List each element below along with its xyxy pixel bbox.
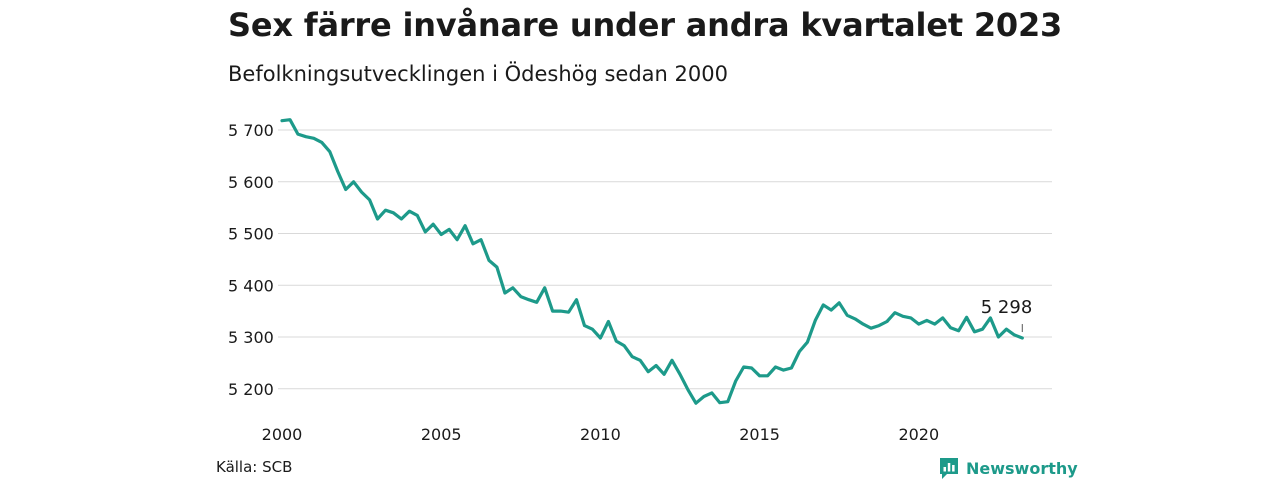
y-axis-ticks: 5 200 5 300 5 400 5 500 5 600 5 700 [228, 121, 274, 399]
x-tick-label: 2000 [262, 425, 303, 444]
x-tick-label: 2010 [580, 425, 621, 444]
y-tick-label: 5 300 [228, 328, 274, 347]
x-axis-ticks: 2000 2005 2010 2015 2020 [262, 425, 940, 444]
end-label-layer: 5 298 [981, 297, 1033, 333]
x-tick-label: 2005 [421, 425, 462, 444]
y-tick-label: 5 400 [228, 276, 274, 295]
y-tick-label: 5 200 [228, 380, 274, 399]
brand-name: Newsworthy [966, 458, 1078, 478]
source-note: Källa: SCB [216, 458, 293, 476]
y-tick-label: 5 700 [228, 121, 274, 140]
chart-subtitle: Befolkningsutvecklingen i Ödeshög sedan … [228, 62, 728, 86]
end-value-label: 5 298 [981, 297, 1033, 318]
series-layer [280, 118, 1024, 405]
brand-logo: Newsworthy [938, 456, 1078, 480]
bar-chart-icon [940, 458, 958, 479]
x-tick-label: 2020 [898, 425, 939, 444]
y-tick-label: 5 500 [228, 225, 274, 244]
population-line [280, 118, 1024, 405]
chart-title: Sex färre invånare under andra kvartalet… [228, 6, 1063, 44]
x-tick-label: 2015 [739, 425, 780, 444]
y-tick-label: 5 600 [228, 173, 274, 192]
gridlines [278, 129, 1052, 390]
